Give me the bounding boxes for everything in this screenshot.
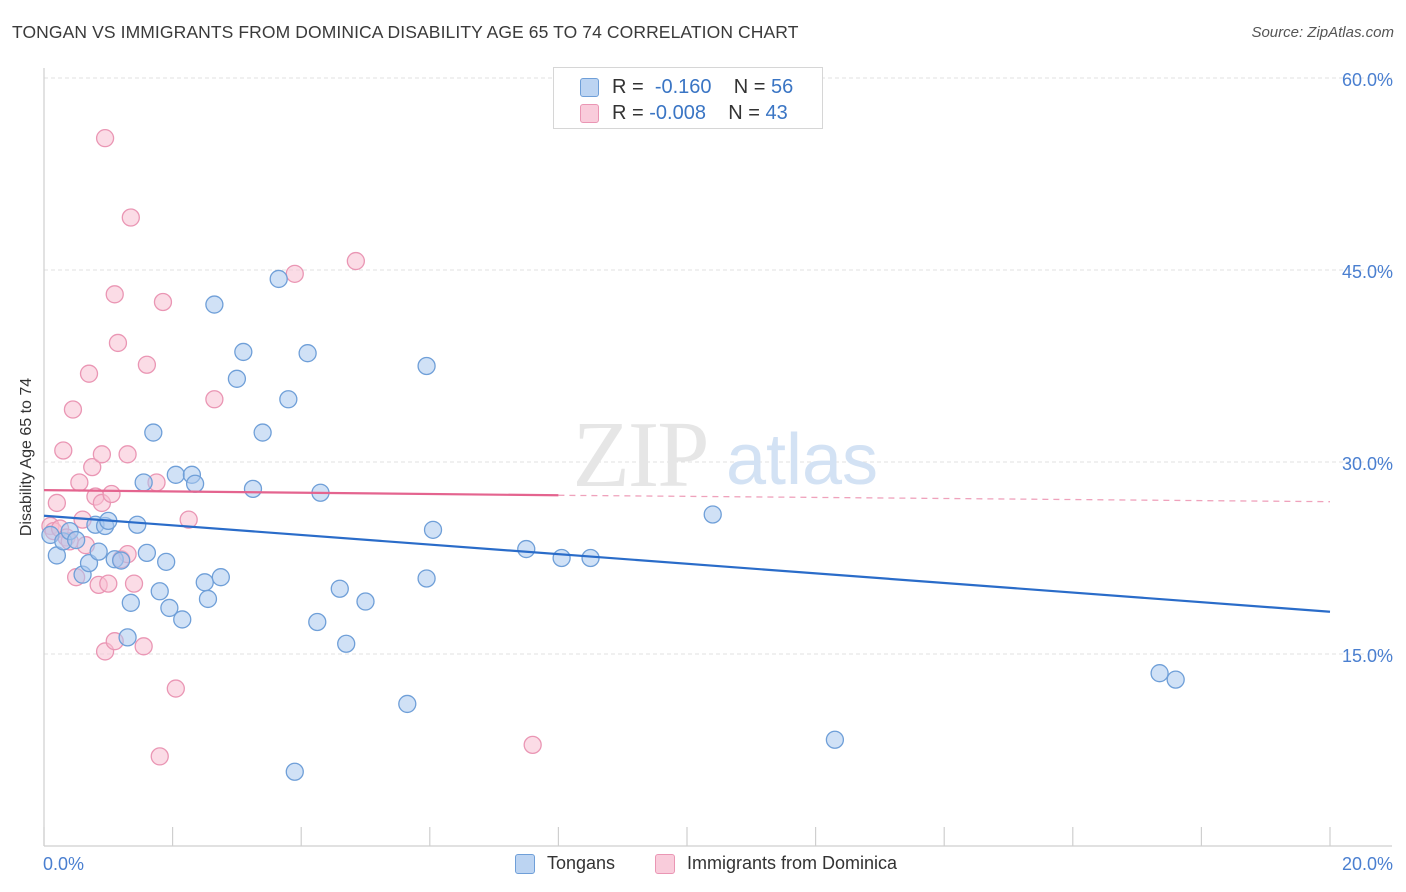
point-tongans-27	[198, 589, 218, 609]
point-tongans-36	[285, 762, 304, 781]
point-immigrants-from-dominica-36	[179, 510, 198, 529]
point-immigrants-from-dominica-31	[137, 355, 157, 374]
points-layer	[41, 93, 1185, 781]
point-tongans-28	[205, 295, 224, 314]
point-tongans-41	[337, 634, 356, 653]
y-tick-label-15: 15.0%	[1342, 646, 1393, 666]
legend-label-dominica: Immigrants from Dominica	[687, 853, 898, 873]
point-immigrants-from-dominica-39	[346, 251, 366, 271]
point-tongans-48	[552, 548, 571, 568]
point-immigrants-from-dominica-34	[166, 679, 185, 698]
point-immigrants-from-dominica-33	[153, 292, 173, 312]
point-tongans-21	[160, 598, 179, 618]
point-tongans-42	[356, 592, 375, 611]
point-immigrants-from-dominica-27	[118, 445, 137, 464]
point-tongans-44	[417, 569, 436, 588]
point-tongans-33	[253, 423, 272, 442]
legend-label-tongans: Tongans	[547, 853, 616, 873]
point-tongans-15	[128, 515, 147, 534]
trend-line-immigrants-from-dominica	[43, 489, 559, 497]
point-tongans-8	[89, 542, 108, 561]
dominica-legend-swatch	[655, 854, 675, 874]
tongans-swatch	[580, 78, 599, 97]
point-tongans-45	[417, 356, 436, 376]
point-tongans-37	[298, 344, 317, 363]
x-tick-label-0: 0.0%	[43, 854, 84, 874]
axis-layer	[43, 68, 1392, 847]
point-immigrants-from-dominica-38	[285, 264, 304, 283]
tick-labels: 15.0% 30.0% 45.0% 60.0% 0.0% 20.0%	[43, 70, 1393, 874]
point-tongans-26	[195, 573, 214, 592]
dominica-swatch	[580, 104, 599, 123]
tongans-legend-swatch	[515, 854, 535, 874]
point-immigrants-from-dominica-37	[205, 390, 224, 409]
y-tick-label-60: 60.0%	[1342, 70, 1393, 90]
point-tongans-13	[118, 628, 137, 647]
trend-layer	[43, 489, 1331, 613]
point-immigrants-from-dominica-29	[124, 574, 144, 593]
point-immigrants-from-dominica-28	[121, 208, 140, 227]
point-tongans-20	[157, 552, 176, 571]
point-immigrants-from-dominica-19	[95, 129, 115, 148]
point-tongans-31	[234, 342, 253, 362]
point-tongans-43	[398, 694, 417, 714]
point-tongans-51	[703, 505, 722, 524]
point-tongans-14	[121, 593, 140, 612]
y-tick-label-45: 45.0%	[1342, 262, 1393, 282]
point-tongans-54	[1166, 670, 1185, 689]
point-immigrants-from-dominica-4	[54, 441, 73, 460]
chart-title: TONGAN VS IMMIGRANTS FROM DOMINICA DISAB…	[12, 22, 799, 42]
point-immigrants-from-dominica-20	[99, 574, 118, 593]
point-immigrants-from-dominica-35	[150, 747, 169, 766]
point-tongans-29	[211, 568, 230, 587]
point-tongans-16	[134, 473, 153, 492]
point-immigrants-from-dominica-12	[79, 364, 99, 383]
x-tick-label-20: 20.0%	[1342, 854, 1393, 874]
point-tongans-18	[144, 423, 163, 442]
stats-legend: R = -0.160 N = 56 R = -0.008 N = 43	[553, 67, 823, 129]
point-tongans-30	[227, 369, 247, 388]
point-immigrants-from-dominica-13	[83, 457, 102, 477]
point-immigrants-from-dominica-7	[63, 400, 83, 419]
point-tongans-35	[279, 390, 298, 409]
point-immigrants-from-dominica-40	[523, 735, 542, 755]
point-tongans-46	[423, 520, 443, 539]
point-tongans-38	[308, 612, 327, 632]
point-tongans-32	[243, 479, 263, 499]
point-tongans-53	[1150, 664, 1169, 683]
watermark-atlas: atlas	[726, 420, 878, 500]
point-immigrants-from-dominica-30	[134, 637, 153, 656]
stats-text-dominica: R = -0.008 N = 43	[612, 102, 788, 124]
y-tick-label-30: 30.0%	[1342, 454, 1393, 474]
point-immigrants-from-dominica-24	[108, 333, 128, 353]
chart-source: Source: ZipAtlas.com	[1251, 24, 1394, 41]
point-tongans-12	[112, 551, 131, 570]
point-tongans-22	[166, 465, 185, 484]
trend-line-tongans	[43, 514, 1331, 613]
point-tongans-4	[67, 530, 86, 550]
point-immigrants-from-dominica-21	[102, 484, 121, 504]
point-tongans-52	[825, 730, 845, 749]
point-tongans-23	[173, 610, 192, 629]
point-tongans-40	[330, 579, 349, 598]
point-immigrants-from-dominica-16	[92, 445, 112, 464]
watermark-zip: ZIP	[573, 403, 708, 507]
point-tongans-34	[269, 269, 288, 289]
point-tongans-47	[517, 539, 536, 559]
stats-text-tongans: R = -0.160 N = 56	[612, 76, 794, 98]
point-immigrants-from-dominica-2	[47, 493, 67, 513]
trend-line-dashed-immigrants-from-dominica	[558, 494, 1331, 503]
watermark: ZIP atlas	[573, 403, 879, 507]
point-immigrants-from-dominica-9	[70, 473, 89, 492]
point-immigrants-from-dominica-23	[105, 285, 124, 304]
point-tongans-25	[185, 474, 205, 493]
grid-layer	[44, 77, 1392, 655]
point-tongans-19	[150, 582, 169, 601]
point-tongans-17	[137, 543, 157, 563]
